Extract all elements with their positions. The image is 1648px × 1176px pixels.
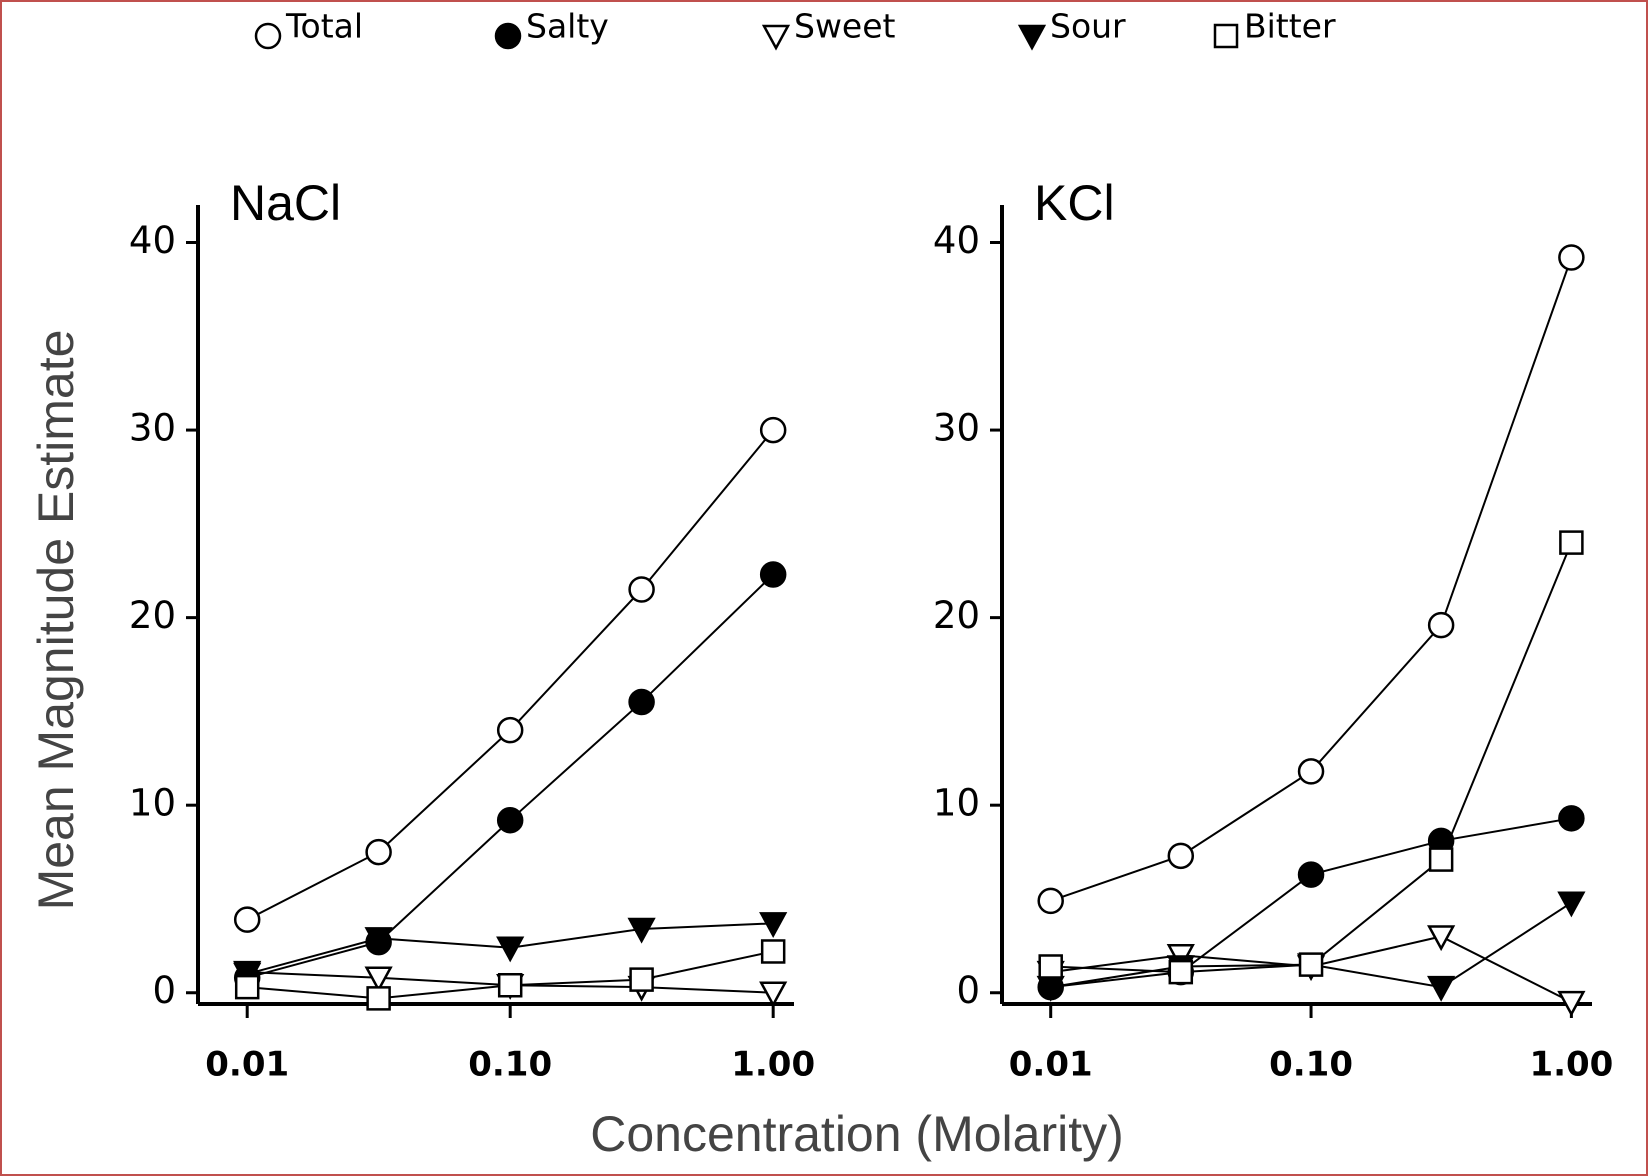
data-point — [1037, 887, 1064, 915]
y-axis-label: Mean Magnitude Estimate — [28, 330, 84, 911]
data-point — [1428, 847, 1454, 872]
chart-title: KCl — [1034, 175, 1115, 231]
chart-title: NaCl — [230, 175, 341, 231]
data-point — [1297, 861, 1325, 888]
data-point — [759, 912, 788, 938]
data-point — [234, 974, 260, 1000]
x-tick-label: 1.00 — [731, 1045, 815, 1085]
legend-label: Bitter — [1244, 7, 1336, 46]
legend-marker — [494, 22, 522, 50]
legend-marker — [1213, 23, 1239, 49]
legend-label: Salty — [526, 7, 609, 46]
data-point — [1559, 530, 1584, 555]
data-point — [759, 416, 787, 444]
data-point — [1427, 925, 1456, 952]
y-tick-label: 40 — [933, 219, 980, 262]
data-point — [366, 986, 391, 1011]
data-point — [1558, 805, 1585, 832]
legend-marker — [254, 22, 282, 50]
legend-marker — [761, 24, 791, 51]
data-point — [365, 838, 392, 866]
data-point — [1558, 244, 1585, 271]
data-point — [496, 716, 524, 744]
data-point — [759, 981, 788, 1008]
y-tick-label: 30 — [933, 407, 980, 450]
data-point — [497, 972, 523, 998]
x-axis-label: Concentration (Molarity) — [590, 1106, 1124, 1162]
data-point — [1167, 842, 1195, 870]
data-point — [1297, 758, 1325, 785]
data-point — [1168, 959, 1194, 985]
data-point — [628, 576, 655, 603]
data-point — [1557, 990, 1586, 1017]
legend-label: Total — [285, 7, 363, 46]
x-tick-label: 0.10 — [1269, 1045, 1353, 1085]
y-tick-label: 10 — [129, 782, 176, 825]
data-point — [627, 917, 656, 944]
legend-label: Sour — [1050, 7, 1126, 46]
y-tick-label: 20 — [933, 594, 980, 637]
legend-marker — [1017, 24, 1047, 51]
y-tick-label: 30 — [129, 407, 176, 450]
legend-label: Sweet — [794, 7, 896, 46]
data-point — [1038, 954, 1063, 979]
data-point — [629, 967, 654, 992]
y-tick-label: 10 — [933, 782, 980, 825]
y-tick-label: 20 — [129, 594, 176, 637]
data-point — [496, 806, 524, 834]
y-tick-label: 0 — [956, 969, 980, 1012]
data-point — [759, 561, 787, 588]
data-point — [364, 966, 393, 993]
y-tick-label: 0 — [152, 969, 176, 1012]
x-tick-label: 1.00 — [1529, 1045, 1613, 1085]
data-point — [1557, 891, 1586, 918]
data-point — [1427, 611, 1455, 639]
data-point — [1298, 952, 1324, 977]
data-point — [628, 688, 655, 716]
data-point — [1427, 975, 1456, 1002]
x-tick-label: 0.01 — [1009, 1045, 1093, 1085]
data-point — [760, 939, 786, 964]
x-tick-label: 0.01 — [205, 1045, 289, 1085]
data-point — [496, 936, 525, 963]
data-point — [364, 927, 393, 953]
y-tick-label: 40 — [129, 219, 176, 262]
data-point — [233, 906, 261, 933]
x-tick-label: 0.10 — [468, 1045, 552, 1085]
